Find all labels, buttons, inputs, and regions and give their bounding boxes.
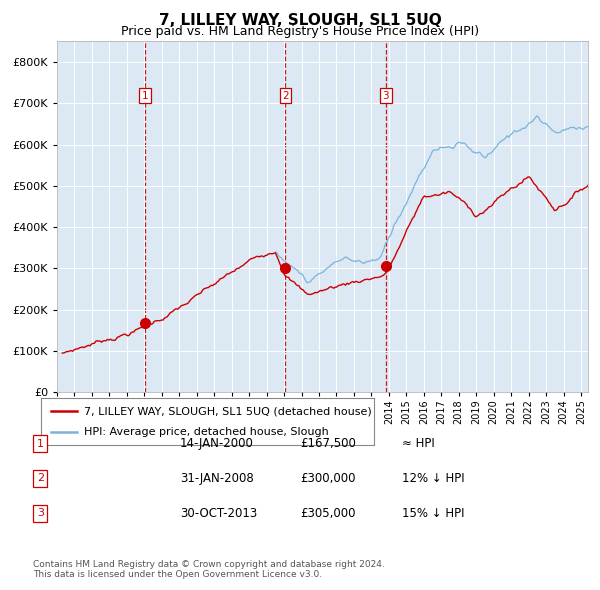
Text: HPI: Average price, detached house, Slough: HPI: Average price, detached house, Slou… — [84, 427, 329, 437]
Text: 3: 3 — [37, 509, 44, 518]
Text: 1: 1 — [37, 439, 44, 448]
Text: 15% ↓ HPI: 15% ↓ HPI — [402, 507, 464, 520]
Text: 30-OCT-2013: 30-OCT-2013 — [180, 507, 257, 520]
Text: 3: 3 — [383, 91, 389, 101]
Text: 7, LILLEY WAY, SLOUGH, SL1 5UQ: 7, LILLEY WAY, SLOUGH, SL1 5UQ — [158, 13, 442, 28]
Text: 31-JAN-2008: 31-JAN-2008 — [180, 472, 254, 485]
Text: Contains HM Land Registry data © Crown copyright and database right 2024.
This d: Contains HM Land Registry data © Crown c… — [33, 560, 385, 579]
Text: 12% ↓ HPI: 12% ↓ HPI — [402, 472, 464, 485]
Text: 2: 2 — [37, 474, 44, 483]
Text: £300,000: £300,000 — [300, 472, 355, 485]
Text: Price paid vs. HM Land Registry's House Price Index (HPI): Price paid vs. HM Land Registry's House … — [121, 25, 479, 38]
Text: £167,500: £167,500 — [300, 437, 356, 450]
Text: 1: 1 — [142, 91, 148, 101]
Text: ≈ HPI: ≈ HPI — [402, 437, 435, 450]
Text: 2: 2 — [282, 91, 289, 101]
Text: 14-JAN-2000: 14-JAN-2000 — [180, 437, 254, 450]
Text: £305,000: £305,000 — [300, 507, 355, 520]
Text: 7, LILLEY WAY, SLOUGH, SL1 5UQ (detached house): 7, LILLEY WAY, SLOUGH, SL1 5UQ (detached… — [84, 407, 372, 417]
